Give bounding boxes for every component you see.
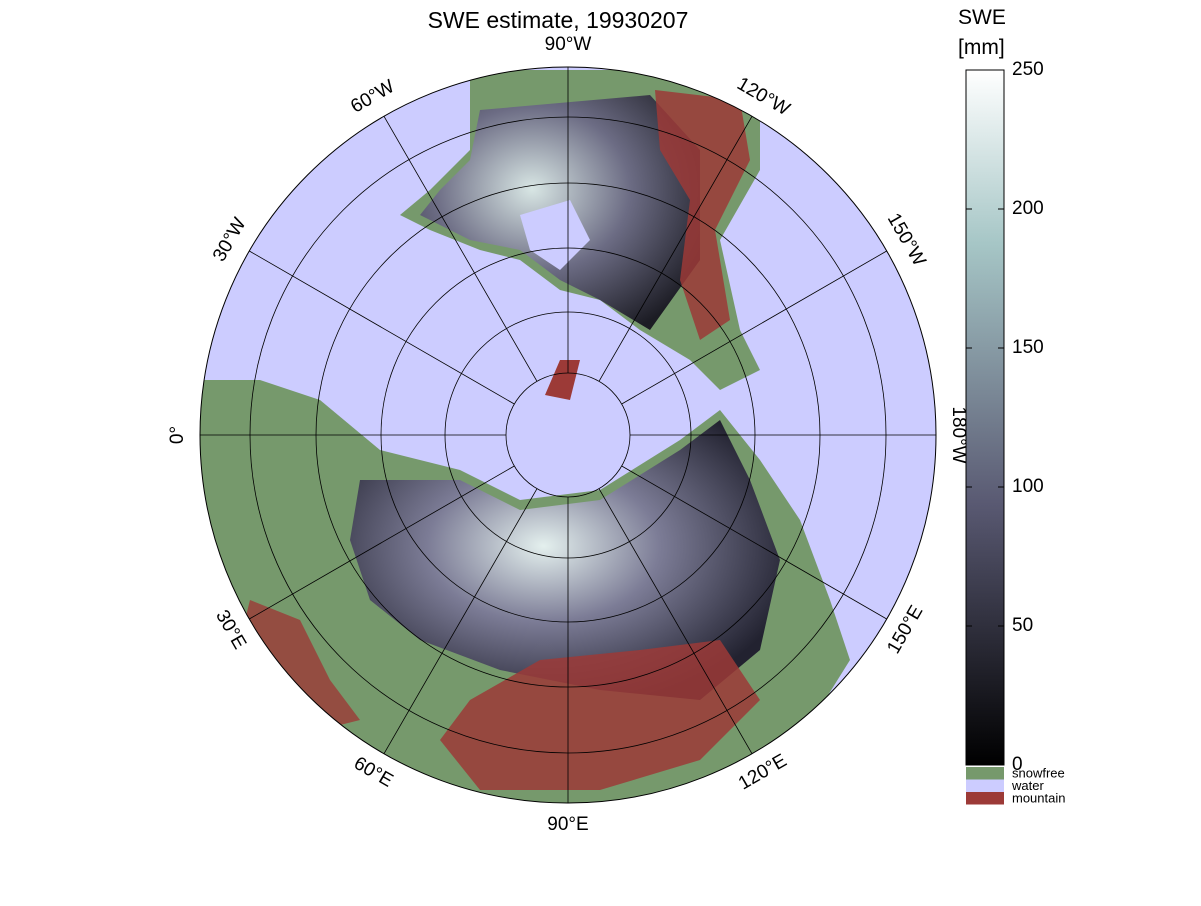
colorbar-tick-label: 200 (1012, 198, 1044, 219)
legend-label: water (1011, 778, 1044, 793)
mountain-area (655, 90, 750, 340)
meridian-label: 30°W (209, 214, 251, 265)
meridian (249, 250, 515, 405)
meridian-label: 0° (167, 426, 188, 444)
graticule (199, 66, 937, 804)
mountain-area (240, 600, 360, 730)
map (200, 67, 936, 803)
meridian (598, 488, 753, 754)
legend-swatch (966, 767, 1004, 780)
meridian-label: 30°E (211, 607, 250, 653)
meridian-label: 60°W (347, 76, 398, 118)
meridian-label: 90°E (547, 814, 588, 835)
colorbar-tick-label: 250 (1012, 59, 1044, 80)
colorbar-tick-label: 100 (1012, 476, 1044, 497)
colorbar-tick-label: 150 (1012, 337, 1044, 358)
snow-cover (350, 420, 780, 700)
colorbar-tick-label: 0 (1012, 754, 1023, 775)
meridian (598, 116, 753, 382)
meridian (249, 465, 515, 620)
meridian (621, 250, 887, 405)
title: SWE estimate, 19930207 (428, 7, 689, 33)
colorbar (965, 69, 1005, 766)
hudson-bay (520, 200, 590, 270)
mountain-area (440, 640, 760, 790)
meridian-label: 90°W (545, 34, 592, 55)
meridian (383, 116, 538, 382)
meridian (383, 488, 538, 754)
meridian-label: 60°E (350, 753, 396, 792)
legend-swatch (966, 792, 1004, 805)
legend-label: mountain (1012, 790, 1065, 805)
mountain-area (545, 360, 580, 400)
colorbar-tick-label: 50 (1012, 615, 1033, 636)
meridian (621, 465, 887, 620)
meridian-label: 180°W (948, 406, 969, 463)
legend-label: snowfree (1012, 765, 1065, 780)
legend-swatch (966, 779, 1004, 792)
colorbar-label: SWE (958, 6, 1006, 29)
colorbar-label: [mm] (958, 36, 1005, 59)
